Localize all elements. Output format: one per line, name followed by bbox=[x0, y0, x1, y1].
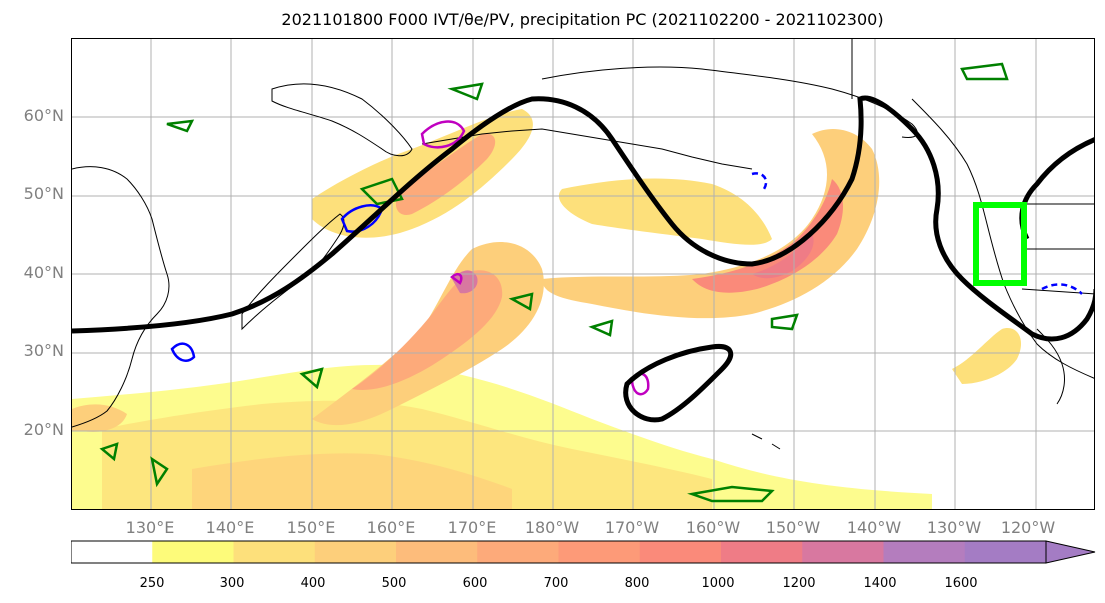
lat-label-40: 40°N bbox=[23, 263, 64, 282]
colorbar-label-500: 500 bbox=[381, 576, 407, 591]
ivt-plume-max bbox=[452, 270, 478, 294]
pv-contours bbox=[99, 62, 1009, 503]
colorbar-cell-1 bbox=[152, 541, 234, 563]
ivt-shading bbox=[72, 109, 1022, 509]
colorbar-label-1400: 1400 bbox=[863, 576, 897, 591]
coast-japan bbox=[241, 213, 345, 331]
lon-label-160e: 160°E bbox=[366, 518, 416, 537]
colorbar-cell-7 bbox=[639, 541, 722, 563]
map-canvas bbox=[72, 39, 1094, 509]
magenta-contour-1 bbox=[420, 120, 466, 149]
lon-label-140w: 140°W bbox=[846, 518, 902, 537]
colorbar-cell-8 bbox=[721, 541, 803, 563]
colorbar-cell-10 bbox=[883, 541, 966, 563]
ivt-region-south bbox=[192, 453, 512, 509]
state-border-3 bbox=[1021, 288, 1094, 295]
colorbar-cell-0 bbox=[71, 541, 153, 563]
pv-contour-5 bbox=[508, 292, 534, 311]
map-panel bbox=[71, 38, 1095, 510]
pv-contour-3 bbox=[588, 319, 614, 337]
lon-label-170w: 170°W bbox=[604, 518, 660, 537]
colorbar-label-600: 600 bbox=[462, 576, 488, 591]
ivt-arc-core bbox=[692, 179, 844, 293]
pv-contour-10 bbox=[299, 367, 324, 390]
colorbar-extend-arrow bbox=[1045, 540, 1096, 564]
coast-aleutians bbox=[421, 128, 753, 170]
colorbar-cell-6 bbox=[558, 541, 641, 563]
pv-contour-8 bbox=[960, 62, 1009, 81]
colorbar-label-700: 700 bbox=[543, 576, 569, 591]
theta-contour-2 bbox=[170, 342, 196, 362]
black-contour-main bbox=[72, 95, 1094, 342]
colorbar-label-1000: 1000 bbox=[701, 576, 735, 591]
magenta-contour-3 bbox=[450, 272, 463, 285]
lon-label-170e: 170°E bbox=[447, 518, 497, 537]
lat-label-30: 30°N bbox=[23, 341, 64, 360]
coast-namerica bbox=[911, 98, 1094, 379]
pv-contour-2 bbox=[359, 177, 404, 206]
lat-label-50: 50°N bbox=[23, 184, 64, 203]
lon-label-140e: 140°E bbox=[205, 518, 255, 537]
map-title: 2021101800 F000 IVT/θe/PV, precipitation… bbox=[281, 10, 884, 29]
ivt-nw-core bbox=[395, 133, 496, 215]
pv-contour-1 bbox=[166, 119, 195, 133]
lat-label-20: 20°N bbox=[23, 420, 64, 439]
coast-asia bbox=[72, 166, 170, 428]
lon-label-180w: 180°W bbox=[524, 518, 580, 537]
colorbar-label-1200: 1200 bbox=[782, 576, 816, 591]
colorbar-label-800: 800 bbox=[624, 576, 650, 591]
colorbar-cell-2 bbox=[233, 541, 316, 563]
colorbar-cell-5 bbox=[477, 541, 559, 563]
coast-alaska bbox=[541, 66, 918, 138]
colorbar-cell-4 bbox=[396, 541, 478, 563]
pv-contour-7 bbox=[687, 485, 775, 503]
theta-contour-3 bbox=[751, 172, 768, 190]
lon-label-120w: 120°W bbox=[1000, 518, 1056, 537]
coast-kamchatka bbox=[271, 83, 413, 157]
pv-contour-6 bbox=[150, 456, 169, 488]
colorbar-outline bbox=[71, 540, 1047, 564]
colorbar-label-300: 300 bbox=[219, 576, 245, 591]
ivt-west-patch bbox=[72, 404, 127, 432]
colorbar-cell-9 bbox=[802, 541, 884, 563]
lon-label-150w: 150°W bbox=[765, 518, 821, 537]
lon-label-160w: 160°W bbox=[685, 518, 741, 537]
ivt-east-patch bbox=[952, 328, 1022, 384]
ivt-threshold-contour bbox=[72, 95, 1094, 423]
lat-label-60: 60°N bbox=[23, 106, 64, 125]
ivt-plume-core bbox=[352, 270, 503, 390]
highlight-box bbox=[973, 202, 1027, 286]
pv-contour-4 bbox=[770, 313, 799, 331]
lon-label-150e: 150°E bbox=[286, 518, 336, 537]
colorbar-cell-3 bbox=[314, 541, 397, 563]
lon-label-130e: 130°E bbox=[125, 518, 175, 537]
colorbar-label-400: 400 bbox=[300, 576, 326, 591]
black-contour-loop bbox=[623, 343, 734, 423]
hawaii bbox=[751, 433, 781, 450]
lon-label-130w: 130°W bbox=[926, 518, 982, 537]
colorbar-label-1600: 1600 bbox=[944, 576, 978, 591]
colorbar-label-250: 250 bbox=[139, 576, 165, 591]
colorbar-cell-11 bbox=[964, 541, 1047, 563]
pv-contour-9 bbox=[447, 82, 484, 101]
theta-contour-4 bbox=[1041, 283, 1083, 295]
black-contour-east bbox=[1019, 137, 1094, 241]
pv-contour-11 bbox=[99, 442, 119, 462]
colorbar bbox=[71, 540, 1096, 564]
